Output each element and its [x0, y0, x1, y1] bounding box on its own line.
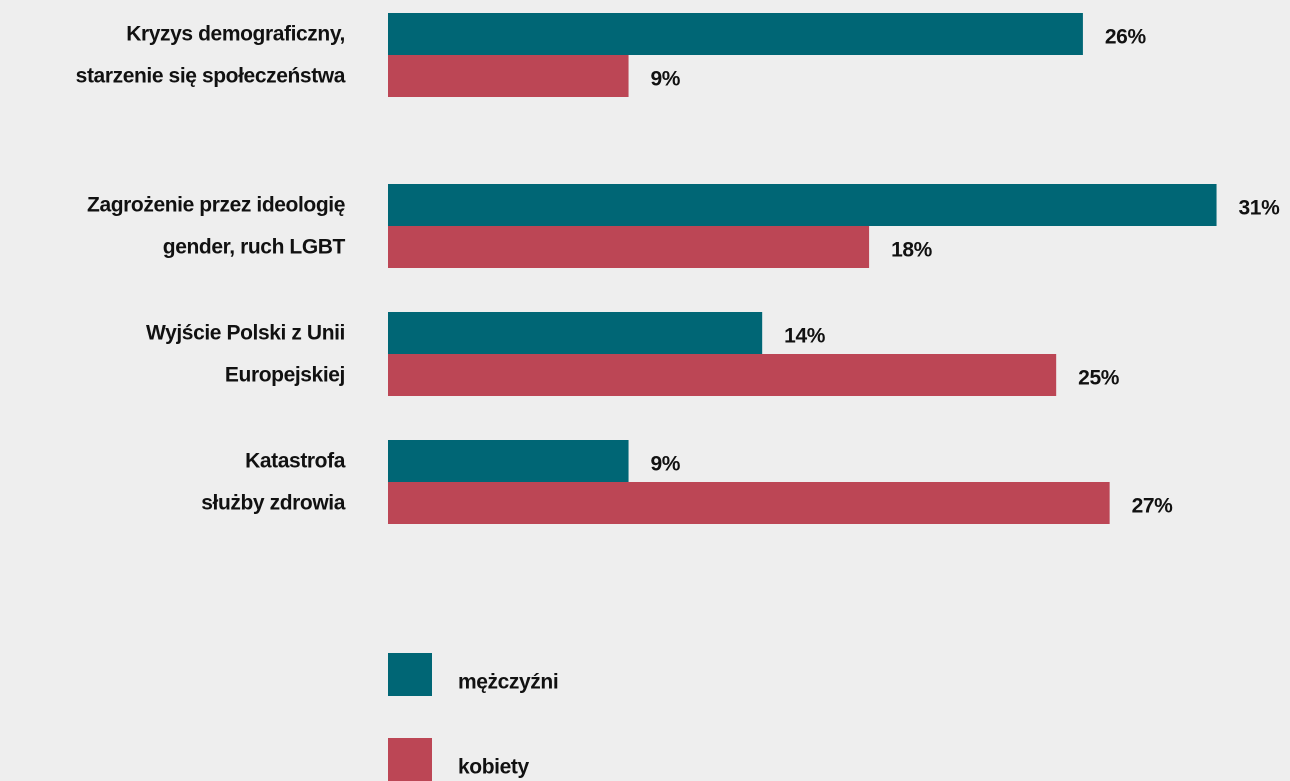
bar — [388, 312, 763, 354]
category-label: gender, ruch LGBT — [163, 236, 346, 259]
category-label: Katastrofa — [245, 450, 346, 473]
value-label: 18% — [891, 239, 933, 262]
bar — [388, 482, 1110, 524]
value-label: 25% — [1078, 367, 1120, 390]
category-label: Kryzys demograficzny, — [126, 23, 345, 46]
legend-label: mężczyźni — [458, 671, 558, 694]
category-label: służby zdrowia — [201, 492, 345, 515]
category-label: Wyjście Polski z Unii — [146, 322, 345, 345]
bar — [388, 13, 1083, 55]
legend-swatch — [388, 653, 432, 696]
value-label: 9% — [651, 453, 681, 476]
bar — [388, 226, 870, 268]
legend-swatch — [388, 738, 432, 781]
value-label: 9% — [651, 68, 681, 91]
category-label: Zagrożenie przez ideologię — [87, 194, 345, 217]
legend-label: kobiety — [458, 756, 529, 779]
value-label: 27% — [1132, 495, 1174, 518]
bar — [388, 354, 1057, 396]
category-label: Europejskiej — [225, 364, 345, 387]
value-label: 14% — [784, 325, 826, 348]
bar — [388, 184, 1217, 226]
bar — [388, 440, 629, 482]
category-label: starzenie się społeczeństwa — [76, 65, 346, 88]
value-label: 26% — [1105, 26, 1147, 49]
value-label: 31% — [1239, 197, 1281, 220]
bar — [388, 55, 629, 97]
